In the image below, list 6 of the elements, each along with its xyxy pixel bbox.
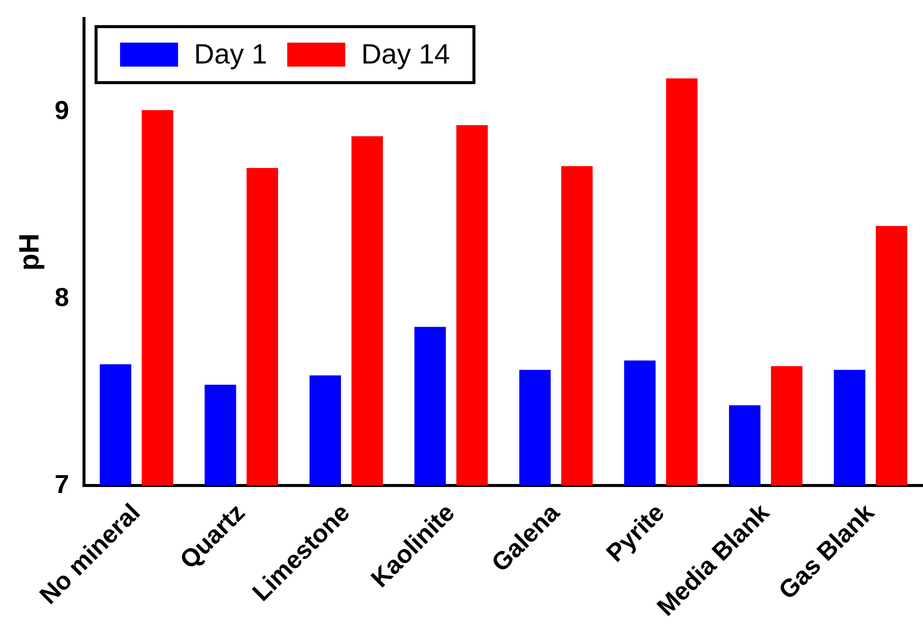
y-tick-label: 7 [54, 468, 70, 499]
y-tick-label: 9 [54, 95, 70, 126]
legend-label: Day 14 [361, 38, 450, 70]
y-tick-label: 8 [54, 282, 70, 312]
y-axis-title: pH [14, 233, 45, 271]
legend-label: Day 1 [194, 38, 268, 70]
